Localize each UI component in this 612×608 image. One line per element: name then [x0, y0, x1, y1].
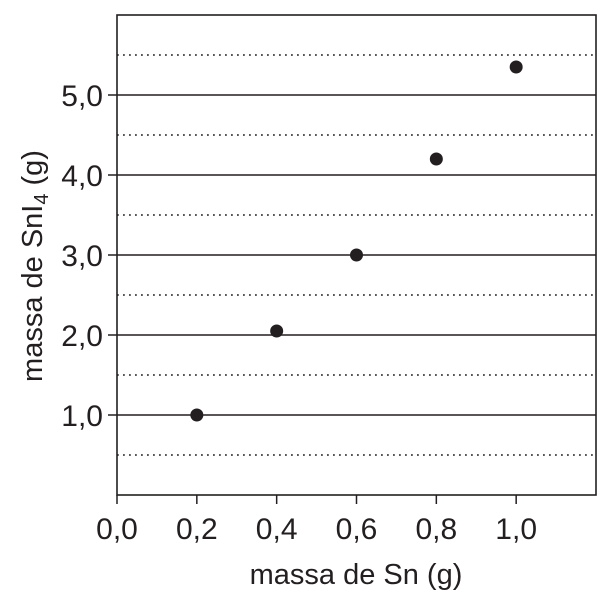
y-tick-label-4: 5,0	[61, 80, 103, 113]
points-layer	[190, 60, 523, 422]
y-axis-title-subscript: 4	[31, 194, 53, 205]
ticks-layer: 0,0 0,2 0,4 0,6 0,8 1,0 1,0 2,0 3,0 4,0 5,0	[61, 80, 537, 546]
y-axis-title-suffix: (g)	[17, 150, 49, 194]
x-tick-label-4: 0,8	[415, 513, 457, 546]
x-axis-title: massa de Sn (g)	[250, 559, 463, 591]
x-tick-label-5: 1,0	[495, 513, 537, 546]
data-point-3	[429, 152, 443, 166]
x-tick-label-1: 0,2	[176, 513, 218, 546]
data-point-2	[350, 248, 363, 262]
y-tick-label-1: 2,0	[61, 320, 103, 353]
data-point-0	[190, 408, 204, 422]
y-tick-label-0: 1,0	[61, 400, 103, 433]
x-tick-label-3: 0,6	[336, 513, 378, 546]
y-axis-title-main: massa de SnI	[17, 205, 49, 382]
y-axis-title: massa de SnI4 (g)	[17, 150, 53, 382]
data-point-4	[509, 60, 523, 74]
x-tick-label-2: 0,4	[256, 513, 298, 546]
x-tick-label-0: 0,0	[96, 513, 138, 546]
y-tick-label-3: 4,0	[61, 160, 103, 193]
data-point-1	[270, 324, 284, 338]
y-tick-label-2: 3,0	[61, 240, 103, 273]
